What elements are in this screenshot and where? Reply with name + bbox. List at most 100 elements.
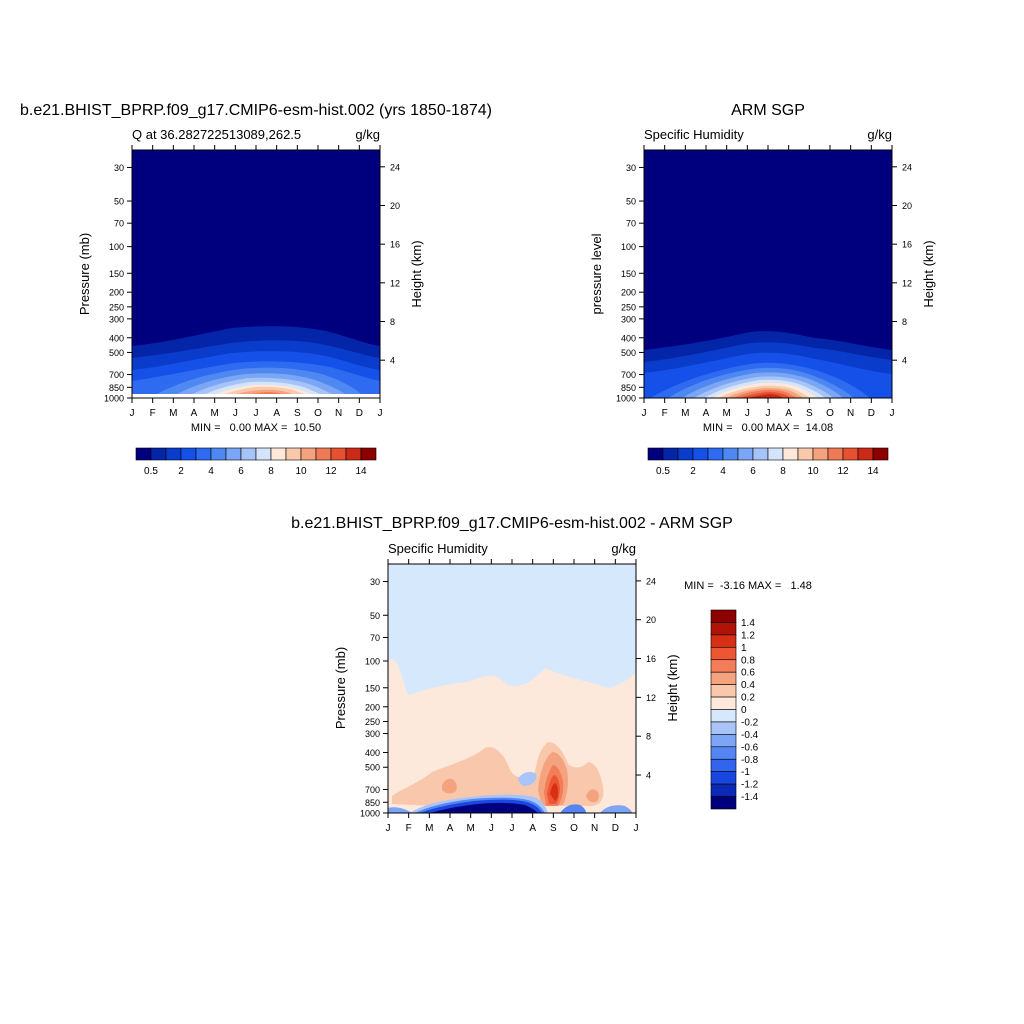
colorbar-swatch (842, 447, 859, 461)
y-axis-label: Pressure (mb) (333, 647, 348, 729)
y2-tick-label: 12 (902, 278, 912, 288)
colorbar-swatch (710, 684, 737, 698)
colorbar-label: -0.2 (741, 717, 759, 728)
y-tick-label: 200 (621, 288, 636, 298)
panel-subtitle-left: Q at 36.282722513089,262.5 (132, 127, 301, 142)
y-tick-label: 1000 (616, 394, 636, 404)
colorbar-swatch (797, 447, 814, 461)
y-tick-label: 250 (621, 302, 636, 312)
colorbar-swatch (210, 447, 227, 461)
x-tick-label: S (294, 408, 301, 419)
colorbar-label: 10 (807, 466, 819, 477)
colorbar-swatch (270, 447, 287, 461)
colorbar-swatch (710, 721, 737, 735)
y-tick-label: 300 (109, 314, 124, 324)
y-tick-label: 200 (365, 702, 380, 712)
colorbar-swatch (360, 447, 377, 461)
y-tick-label: 700 (621, 370, 636, 380)
colorbar-label: 0 (741, 705, 747, 716)
contour-field (388, 564, 636, 813)
colorbar-swatch (710, 659, 737, 673)
y-tick-label: 300 (621, 314, 636, 324)
x-tick-label: O (570, 823, 578, 834)
x-tick-label: M (425, 823, 433, 834)
colorbar-swatch (782, 447, 799, 461)
y-tick-label: 100 (365, 657, 380, 667)
colorbar-swatch (710, 771, 737, 785)
x-tick-label: D (612, 823, 619, 834)
colorbar-label: -0.6 (741, 742, 759, 753)
y-tick-label: 400 (109, 333, 124, 343)
y2-tick-label: 12 (390, 278, 400, 288)
colorbar-label: 12 (325, 466, 337, 477)
colorbar-swatch (285, 447, 302, 461)
axes-group: J F M A M J J A S O N D J 30 50 70 100 150 200 250 300 400 500… (360, 559, 656, 834)
colorbar-swatch (767, 447, 784, 461)
y-tick-label: 850 (621, 383, 636, 393)
colorbar-label: 2 (690, 466, 696, 477)
contour-field (132, 150, 380, 398)
colorbar-swatch (752, 447, 769, 461)
y-tick-label: 400 (365, 748, 380, 758)
y2-tick-label: 16 (902, 240, 912, 250)
colorbar: 0.5 2 4 6 8 10 12 14 (135, 447, 377, 477)
x-tick-label: A (447, 823, 454, 834)
y-tick-label: 70 (114, 219, 124, 229)
x-tick-label: J (233, 408, 238, 419)
y2-tick-label: 4 (390, 356, 395, 366)
colorbar-label: 4 (208, 466, 214, 477)
x-tick-label: F (662, 408, 668, 419)
y-tick-label: 100 (621, 242, 636, 252)
axes-group: J F M A M J J A S O N D J 30 50 70 100 150 200 250 300 400 500… (104, 145, 400, 419)
y-tick-label: 1000 (360, 809, 380, 819)
colorbar-label: -1.2 (741, 780, 759, 791)
x-tick-label: O (826, 408, 834, 419)
panel-subtitle-right: g/kg (611, 541, 636, 556)
colorbar-swatch (345, 447, 362, 461)
colorbar-swatch (240, 447, 257, 461)
colorbar-swatch (330, 447, 347, 461)
colorbar-label: -1 (741, 767, 750, 778)
colorbar-swatch (710, 709, 737, 723)
colorbar-swatch (195, 447, 212, 461)
colorbar: 1.41.2 10.8 0.60.4 0.20-0.2 -0.4-0.6 -0.8-1 -1… (710, 609, 759, 810)
colorbar-label: -0.4 (741, 730, 759, 741)
y-tick-label: 700 (109, 370, 124, 380)
colorbar-label: 1 (741, 643, 747, 654)
colorbar-label: 0.4 (741, 680, 755, 691)
colorbar-swatch (710, 609, 737, 623)
axes-group: J F M A M J J A S O N D J 30 50 70 100 150 200 250 300 400 500… (616, 145, 912, 419)
colorbar-swatch (662, 447, 679, 461)
colorbar-swatch (722, 447, 739, 461)
x-tick-label: M (210, 408, 218, 419)
colorbar-label: 0.8 (741, 655, 755, 666)
x-tick-label: M (722, 408, 730, 419)
x-tick-label: J (378, 408, 383, 419)
x-tick-label: F (406, 823, 412, 834)
y-tick-label: 500 (621, 348, 636, 358)
colorbar-label: 1.4 (741, 618, 755, 629)
colorbar-label: 14 (355, 466, 367, 477)
colorbar-label: 0.5 (144, 466, 158, 477)
y-tick-label: 150 (365, 683, 380, 693)
y-tick-label: 50 (114, 197, 124, 207)
x-tick-label: A (191, 408, 198, 419)
colorbar-label: -0.8 (741, 755, 759, 766)
x-tick-label: J (510, 823, 515, 834)
x-tick-label: M (169, 408, 177, 419)
colorbar-label: 12 (837, 466, 849, 477)
x-tick-label: D (356, 408, 363, 419)
y-tick-label: 30 (114, 163, 124, 173)
colorbar-swatch (872, 447, 889, 461)
colorbar-label: 4 (720, 466, 726, 477)
x-tick-label: S (806, 408, 813, 419)
colorbar-swatch (710, 758, 737, 772)
x-tick-label: J (386, 823, 391, 834)
y-tick-label: 50 (626, 197, 636, 207)
y-tick-label: 850 (365, 798, 380, 808)
x-tick-label: J (130, 408, 135, 419)
y2-axis-label: Height (km) (921, 240, 936, 307)
y2-tick-label: 8 (902, 317, 907, 327)
x-tick-label: J (254, 408, 259, 419)
y-tick-label: 50 (370, 611, 380, 621)
